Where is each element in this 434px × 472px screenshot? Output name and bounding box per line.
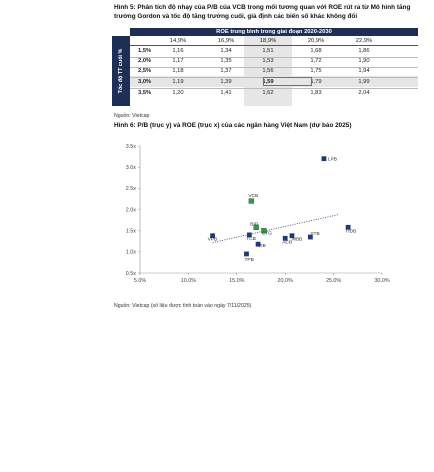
x-tick-label: 20.0% — [278, 278, 293, 284]
point-acb — [282, 235, 288, 241]
table-cell: 1,75 — [310, 67, 322, 74]
point-vib — [255, 241, 261, 247]
table-cell: 1,99 — [358, 78, 370, 85]
table-cell: 1,51 — [262, 47, 274, 54]
column-header: 18,9% — [259, 37, 277, 44]
point-vpb — [210, 233, 215, 239]
x-tick-label: 15.0% — [229, 278, 244, 284]
y-tick-label: 3.0x — [126, 165, 136, 171]
point-label: VPB — [208, 237, 218, 243]
point-stb — [307, 234, 313, 240]
y-tick-label: 1.0x — [126, 250, 136, 256]
figure5-caption: Hình 5: Phân tích độ nhạy của P/B của VC… — [114, 4, 411, 20]
x-tick-label: 5.0% — [134, 278, 146, 284]
point-tpb — [244, 251, 249, 257]
row-axis-label: Tốc độ TT cuối % — [118, 48, 124, 94]
row-axis-label-cell: Tốc độ TT cuối % — [112, 36, 130, 106]
table-cell: 1,20 — [172, 90, 184, 96]
y-tick-label: 2.0x — [126, 207, 136, 213]
x-tick-label: 10.0% — [181, 278, 196, 284]
point-label: STB — [310, 231, 319, 237]
column-header: 16,9% — [217, 37, 235, 44]
scatter-chart: 0.5x 1.0x 1.5x 2.0x 2.5x 3.0x 3.5x 5.0% 10.0% 15.… — [126, 144, 390, 284]
highlight-row — [130, 76, 418, 87]
point-hdb — [345, 224, 351, 230]
point-mbb — [289, 233, 295, 239]
sensitivity-table: ROE trung bình trong giai đoạn 2020-2030… — [112, 28, 418, 106]
point-label: ACB — [282, 239, 292, 245]
row-label: 2,5% — [138, 67, 152, 74]
table-cell: 1,16 — [172, 47, 184, 54]
point-tcb — [246, 232, 252, 238]
table-cell: 1,94 — [358, 67, 370, 74]
column-header-row — [130, 36, 418, 46]
figure6-caption: Hình 6: P/B (trục y) và ROE (trục x) của… — [114, 122, 352, 129]
figure5-source: Nguồn: Vietcap — [114, 113, 150, 119]
table-cell: 1,72 — [310, 57, 322, 64]
table-cell: 1,90 — [358, 57, 370, 64]
point-bid — [253, 224, 259, 230]
table-cell: 1,19 — [172, 78, 184, 85]
row-label: 3,5% — [138, 90, 152, 96]
point-label: VCB — [248, 193, 258, 199]
y-tick-label: 0.5x — [126, 271, 136, 277]
row-label: 2,0% — [138, 57, 152, 64]
column-header: 22,9% — [355, 37, 373, 44]
table-cell: 1,56 — [262, 67, 274, 74]
table-cell: 1,68 — [310, 47, 322, 54]
point-label: HDB — [346, 228, 356, 234]
row-divider — [130, 66, 418, 68]
row-label: 1,5% — [138, 47, 152, 54]
x-tick-label: 25.0% — [326, 278, 341, 284]
point-label: VIB — [258, 243, 266, 249]
table-cell: 1,17 — [172, 57, 184, 64]
point-lpb — [321, 156, 327, 162]
column-header: 14,9% — [169, 37, 187, 44]
table-cell: 1,62 — [262, 90, 274, 96]
y-tick-label: 1.5x — [126, 228, 136, 234]
table-cell: 1,18 — [172, 67, 184, 74]
table-cell: 2,04 — [358, 90, 370, 96]
table-cell: 1,59 — [262, 78, 274, 85]
trendline — [212, 214, 339, 243]
y-tick-label: 2.5x — [126, 186, 136, 192]
header-band-label: ROE trung bình trong giai đoạn 2020-2030 — [216, 28, 332, 35]
highlight-column — [244, 36, 292, 106]
table-cell: 1,41 — [220, 90, 232, 96]
table-cell: 1,35 — [220, 57, 232, 64]
column-header: 20,9% — [307, 37, 325, 44]
row-divider — [130, 87, 418, 89]
y-tick-label: 3.5x — [126, 144, 136, 150]
table-cell: 1,39 — [220, 78, 232, 85]
x-tick-label: 30.0% — [374, 278, 389, 284]
row-divider — [130, 56, 418, 58]
point-label: CTG — [262, 231, 272, 237]
point-label: TCB — [246, 236, 256, 242]
figure6-source: Nguồn: Vietcap (số liệu được tính toán v… — [114, 303, 252, 309]
point-vcb — [248, 198, 254, 204]
table-cell: 1,83 — [310, 90, 322, 96]
table-cell: 1,53 — [262, 57, 274, 64]
point-label: MBB — [292, 237, 302, 243]
point-ctg — [261, 228, 267, 234]
point-label: LPB — [328, 157, 337, 163]
highlight-cell-box — [263, 77, 312, 86]
row-label: 3,0% — [138, 78, 152, 85]
table-cell: 1,34 — [220, 47, 232, 54]
point-label: BID — [250, 221, 259, 227]
table-cell: 1,79 — [310, 78, 322, 85]
point-label: TPB — [244, 257, 253, 263]
table-header-band: ROE trung bình trong giai đoạn 2020-2030 — [130, 28, 418, 36]
table-cell: 1,37 — [220, 67, 232, 74]
table-cell: 1,86 — [358, 47, 370, 54]
